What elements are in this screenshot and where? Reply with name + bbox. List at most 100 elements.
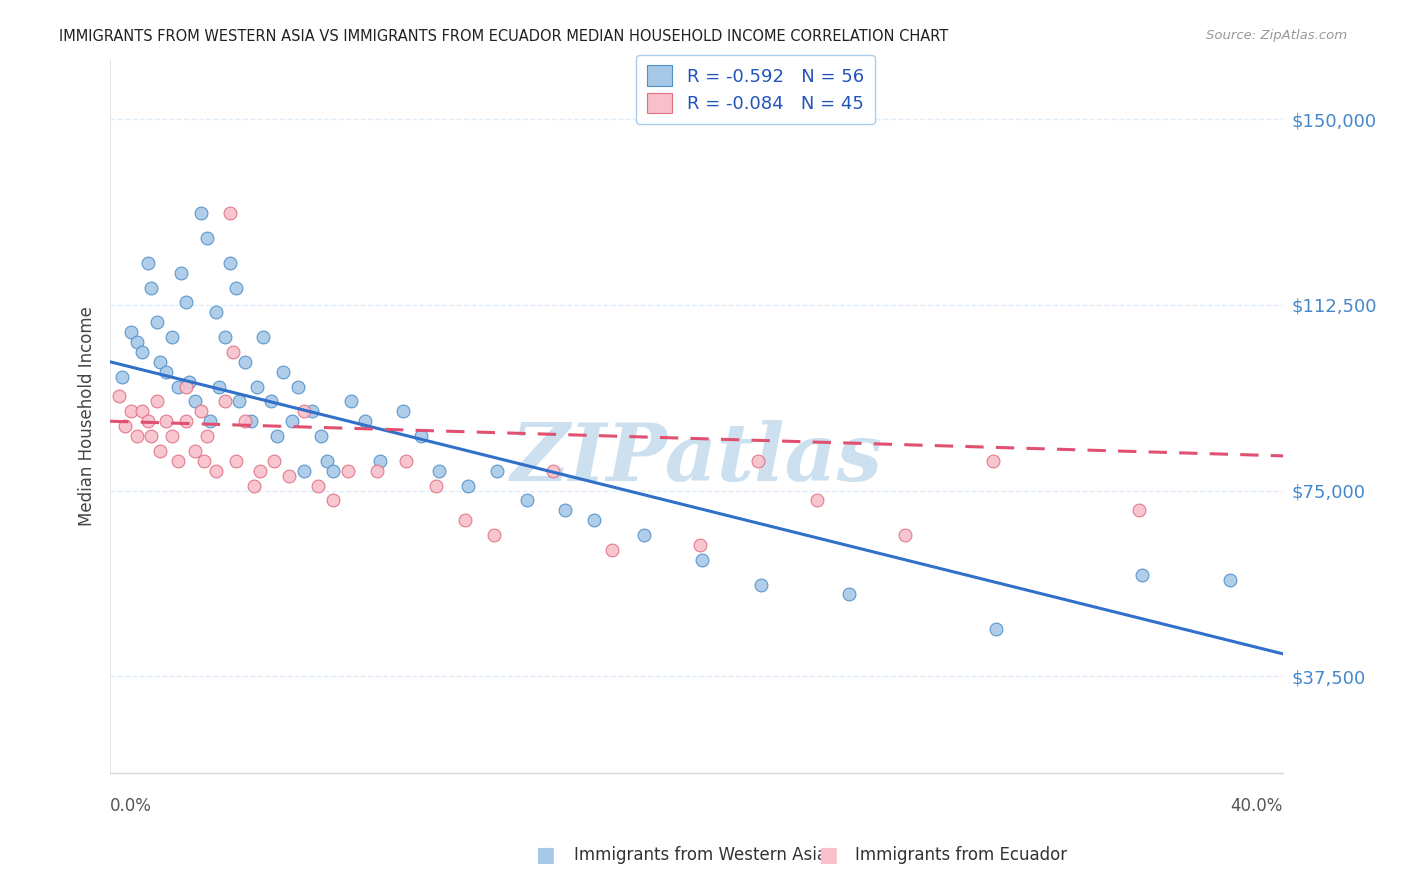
Point bbox=[838, 587, 860, 601]
Point bbox=[176, 295, 198, 310]
Point bbox=[366, 464, 388, 478]
Text: 40.0%: 40.0% bbox=[1230, 797, 1284, 815]
Text: IMMIGRANTS FROM WESTERN ASIA VS IMMIGRANTS FROM ECUADOR MEDIAN HOUSEHOLD INCOME : IMMIGRANTS FROM WESTERN ASIA VS IMMIGRAN… bbox=[59, 29, 948, 45]
Point bbox=[316, 454, 339, 468]
Point bbox=[146, 315, 169, 329]
Point bbox=[166, 454, 188, 468]
Point bbox=[214, 330, 236, 344]
Point bbox=[208, 379, 231, 393]
Text: Immigrants from Ecuador: Immigrants from Ecuador bbox=[855, 846, 1067, 863]
Point bbox=[179, 375, 201, 389]
Point bbox=[195, 231, 218, 245]
Point bbox=[292, 464, 315, 478]
Point bbox=[692, 553, 714, 567]
Point bbox=[222, 345, 245, 359]
Point bbox=[155, 365, 177, 379]
Point bbox=[749, 577, 772, 591]
Point bbox=[233, 355, 256, 369]
Point bbox=[633, 528, 655, 542]
Point bbox=[1128, 503, 1150, 517]
Point bbox=[981, 454, 1004, 468]
Point bbox=[311, 429, 333, 443]
Y-axis label: Median Household Income: Median Household Income bbox=[79, 306, 96, 526]
Point bbox=[184, 394, 207, 409]
Point bbox=[260, 394, 283, 409]
Text: Source: ZipAtlas.com: Source: ZipAtlas.com bbox=[1206, 29, 1347, 43]
Point bbox=[392, 404, 415, 418]
Point bbox=[336, 464, 359, 478]
Point bbox=[111, 369, 134, 384]
Point bbox=[225, 454, 247, 468]
Point bbox=[541, 464, 564, 478]
Point bbox=[219, 206, 242, 220]
Point bbox=[368, 454, 391, 468]
Point bbox=[193, 454, 215, 468]
Point bbox=[457, 478, 479, 492]
Point bbox=[249, 464, 271, 478]
Point bbox=[131, 345, 153, 359]
Point bbox=[160, 330, 183, 344]
Point bbox=[1219, 573, 1241, 587]
Point bbox=[146, 394, 169, 409]
Point bbox=[176, 379, 198, 393]
Point bbox=[243, 478, 266, 492]
Point bbox=[149, 355, 172, 369]
Point bbox=[427, 464, 450, 478]
Point bbox=[301, 404, 323, 418]
Point bbox=[395, 454, 418, 468]
Point bbox=[281, 414, 304, 428]
Point bbox=[125, 429, 148, 443]
Point bbox=[271, 365, 294, 379]
Point bbox=[155, 414, 177, 428]
Point bbox=[136, 414, 159, 428]
Point bbox=[339, 394, 361, 409]
Point bbox=[600, 543, 623, 558]
Point bbox=[136, 256, 159, 270]
Point bbox=[114, 419, 136, 434]
Point bbox=[190, 404, 212, 418]
Text: ■: ■ bbox=[818, 845, 838, 864]
Point bbox=[169, 266, 191, 280]
Point bbox=[108, 389, 131, 403]
Point bbox=[125, 334, 148, 349]
Point bbox=[184, 444, 207, 458]
Point bbox=[409, 429, 432, 443]
Text: ZIPatlas: ZIPatlas bbox=[510, 420, 883, 498]
Point bbox=[149, 444, 172, 458]
Point bbox=[166, 379, 188, 393]
Point bbox=[141, 429, 163, 443]
Point bbox=[225, 280, 247, 294]
Point bbox=[204, 464, 226, 478]
Point bbox=[747, 454, 769, 468]
Point bbox=[266, 429, 288, 443]
Point bbox=[219, 256, 242, 270]
Point bbox=[582, 513, 605, 527]
Point bbox=[322, 493, 344, 508]
Point bbox=[484, 528, 506, 542]
Point bbox=[214, 394, 236, 409]
Point bbox=[689, 538, 711, 552]
Point bbox=[190, 206, 212, 220]
Point bbox=[454, 513, 477, 527]
Point bbox=[160, 429, 183, 443]
Point bbox=[322, 464, 344, 478]
Text: Immigrants from Western Asia: Immigrants from Western Asia bbox=[574, 846, 827, 863]
Point bbox=[278, 468, 301, 483]
Point bbox=[425, 478, 447, 492]
Point bbox=[195, 429, 218, 443]
Text: 0.0%: 0.0% bbox=[110, 797, 152, 815]
Point bbox=[246, 379, 269, 393]
Point bbox=[141, 280, 163, 294]
Point bbox=[252, 330, 274, 344]
Point bbox=[1130, 567, 1153, 582]
Point bbox=[984, 622, 1007, 636]
Point bbox=[894, 528, 917, 542]
Point bbox=[287, 379, 309, 393]
Point bbox=[131, 404, 153, 418]
Point bbox=[307, 478, 329, 492]
Point bbox=[233, 414, 256, 428]
Point bbox=[354, 414, 377, 428]
Point bbox=[239, 414, 262, 428]
Point bbox=[204, 305, 226, 319]
Point bbox=[486, 464, 509, 478]
